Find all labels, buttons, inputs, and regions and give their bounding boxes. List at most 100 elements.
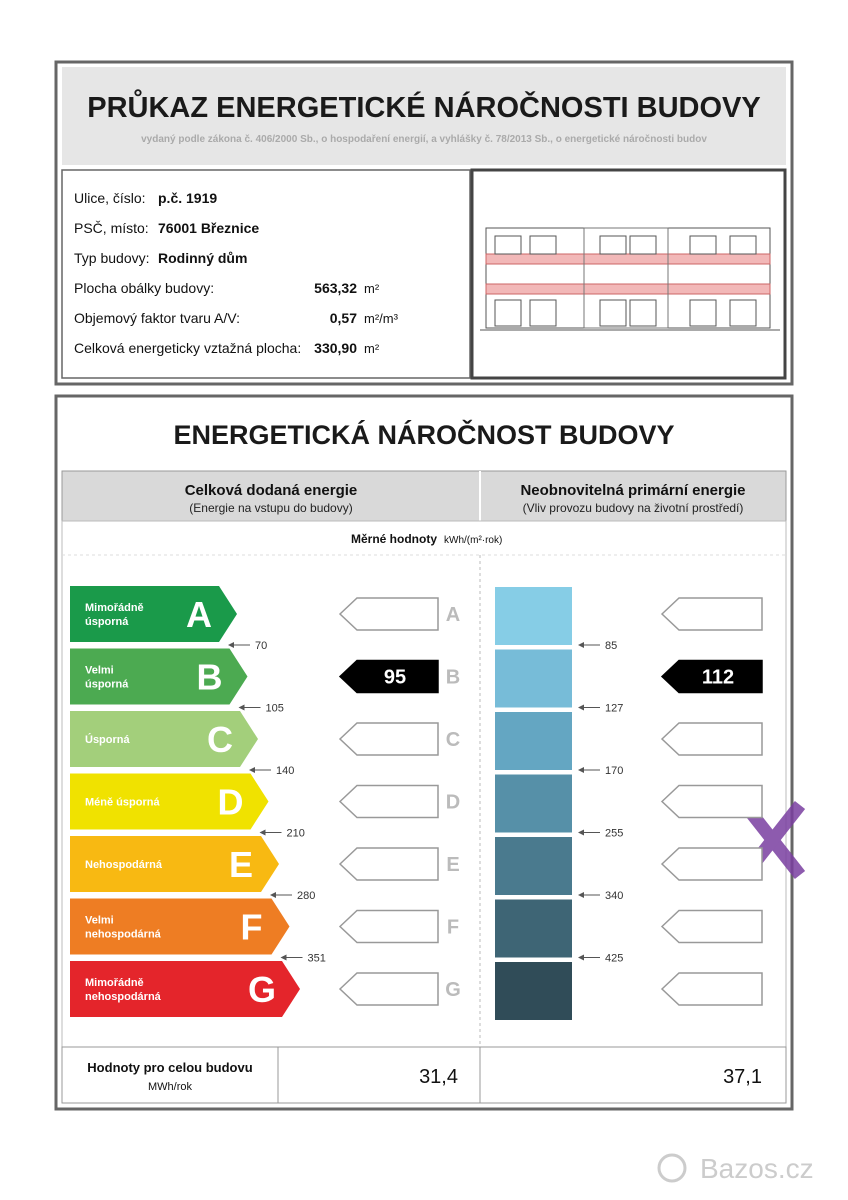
threshold-pointer-head [259, 829, 266, 836]
class-label: Úsporná [85, 733, 131, 746]
threshold-pointer-head [228, 642, 234, 648]
info-value: 563,32 [314, 280, 357, 296]
class-letter: A [186, 594, 212, 635]
certificate-title: PRŮKAZ ENERGETICKÉ NÁROČNOSTI BUDOVY [87, 88, 761, 124]
threshold-label: 127 [605, 703, 623, 715]
info-label: Ulice, číslo: [74, 190, 146, 206]
class-letter-small: E [446, 854, 459, 876]
class-outline [338, 722, 439, 756]
class-arrow [70, 773, 269, 830]
class-label: Méně úsporná [85, 797, 160, 809]
certificate-subtitle: vydaný podle zákona č. 406/2000 Sb., o h… [141, 134, 707, 145]
class-letter: F [241, 907, 263, 948]
threshold-label: 425 [605, 953, 623, 965]
class-label: Mimořádně [85, 977, 144, 989]
class-outline [660, 972, 763, 1006]
threshold-pointer-head [578, 767, 584, 773]
class-letter: B [197, 657, 223, 698]
column-headers [61, 470, 787, 522]
specific-unit: kWh/(m²·rok) [444, 535, 502, 546]
watermark: Bazos.cz [700, 1153, 814, 1184]
threshold-pointer-head [238, 704, 245, 711]
class-label: nehospodárná [85, 929, 162, 941]
threshold-label: 105 [266, 703, 284, 715]
primary-band [495, 712, 572, 770]
threshold-label: 255 [605, 828, 623, 840]
class-letter-small: G [445, 979, 461, 1001]
class-letter: G [248, 969, 276, 1010]
building-photo [470, 168, 787, 380]
info-unit: m² [364, 341, 380, 356]
info-label: Celková energeticky vztažná plocha: [74, 340, 301, 356]
class-letter-small: A [446, 604, 460, 626]
threshold-pointer-head [578, 829, 584, 836]
threshold-pointer-head [578, 642, 584, 648]
class-letter: C [207, 719, 233, 760]
threshold-pointer-head [578, 954, 584, 961]
rating-arrow [338, 659, 439, 694]
class-outline [660, 784, 763, 819]
delivered-value: 95 [384, 667, 406, 689]
class-outline [660, 597, 763, 631]
class-outline [660, 909, 763, 944]
class-label: Mimořádně [85, 602, 144, 614]
class-letter-small: C [446, 729, 460, 751]
threshold-label: 340 [605, 890, 623, 902]
class-outline [338, 784, 439, 819]
class-label: Velmi [85, 665, 114, 677]
threshold-label: 280 [297, 890, 315, 902]
primary-band [495, 899, 572, 958]
class-arrow [70, 898, 290, 955]
threshold-label: 70 [255, 640, 267, 652]
threshold-pointer-head [578, 892, 584, 898]
totals-row [61, 1046, 787, 1104]
class-outline [338, 597, 439, 631]
info-label: PSČ, místo: [74, 220, 149, 236]
class-label: úsporná [85, 616, 129, 628]
threshold-pointer-head [270, 892, 276, 898]
total-primary: 37,1 [723, 1066, 762, 1088]
info-value: 76001 Březnice [158, 220, 259, 236]
header-band [62, 67, 786, 165]
class-label: Nehospodárná [85, 859, 163, 871]
primary-band [495, 587, 572, 645]
threshold-label: 210 [287, 828, 305, 840]
threshold-label: 140 [276, 765, 294, 777]
primary-band [495, 962, 572, 1020]
class-letter: E [229, 844, 253, 885]
threshold-label: 170 [605, 765, 623, 777]
class-arrow [70, 711, 258, 767]
info-value: p.č. 1919 [158, 190, 217, 206]
class-arrow [70, 648, 248, 705]
class-letter-small: F [447, 917, 459, 939]
info-label: Objemový faktor tvaru A/V: [74, 310, 240, 326]
threshold-pointer-head [249, 767, 255, 773]
total-delivered: 31,4 [419, 1066, 458, 1088]
specific-label: Měrné hodnoty [351, 532, 437, 546]
primary-band [495, 774, 572, 833]
info-value: 330,90 [314, 340, 357, 356]
class-label: Velmi [85, 915, 114, 927]
info-value: 0,57 [330, 310, 357, 326]
info-panel [61, 169, 471, 379]
column-subtitle: (Energie na vstupu do budovy) [189, 501, 352, 515]
threshold-label: 351 [308, 953, 326, 965]
info-unit: m² [364, 281, 380, 296]
primary-band [495, 837, 572, 895]
info-unit: m²/m³ [364, 311, 399, 326]
rating-title: ENERGETICKÁ NÁROČNOST BUDOVY [173, 419, 674, 450]
rating-arrow [660, 659, 763, 694]
column-title: Neobnovitelná primární energie [520, 482, 745, 499]
class-letter-small: D [446, 792, 460, 814]
class-outline [338, 972, 439, 1006]
class-outline [338, 909, 439, 944]
class-outline [660, 847, 763, 881]
class-arrow [70, 961, 300, 1017]
column-title: Celková dodaná energie [185, 482, 358, 499]
info-label: Plocha obálky budovy: [74, 280, 214, 296]
class-label: nehospodárná [85, 991, 162, 1003]
primary-band [495, 649, 572, 708]
threshold-pointer-head [280, 954, 287, 961]
primary-value: 112 [702, 667, 734, 689]
class-arrow [70, 586, 237, 642]
